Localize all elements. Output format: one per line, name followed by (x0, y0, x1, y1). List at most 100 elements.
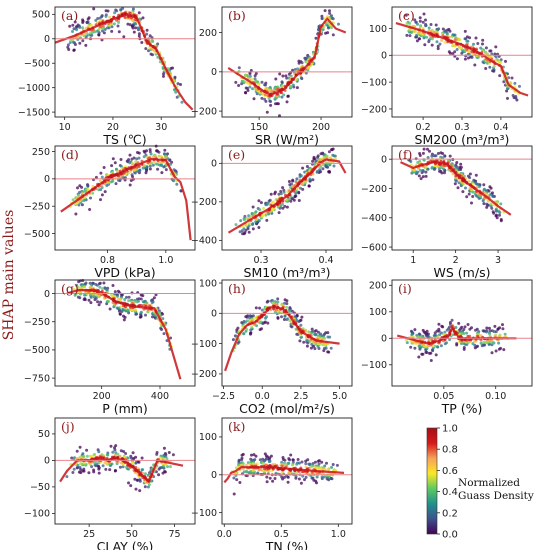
scatter-point (232, 492, 236, 496)
scatter-point (71, 471, 75, 474)
scatter-point (441, 152, 445, 155)
scatter-point (421, 168, 425, 172)
scatter-point (405, 33, 409, 37)
scatter-point (101, 29, 104, 33)
scatter-point (491, 210, 495, 214)
scatter-point (144, 472, 147, 476)
scatter-point (102, 281, 106, 285)
panel-label: (h) (228, 281, 246, 296)
scatter-point (82, 467, 86, 471)
high-density-core (60, 157, 192, 241)
scatter-point (237, 84, 241, 87)
panel-j: 50 0 −50 −100 25 50 75 CLAY (%) (j) (24, 417, 196, 550)
x-tick-label: 0.10 (485, 391, 506, 402)
scatter-point (448, 29, 452, 33)
y-tick-label: 0 (381, 334, 387, 345)
scatter-point (294, 78, 298, 82)
x-tick-label: 1 (410, 255, 416, 266)
scatter-point (325, 461, 328, 465)
density-scatter-cloud (234, 9, 340, 118)
axes-frame (391, 145, 533, 251)
scatter-point (252, 453, 256, 457)
scatter-point (265, 300, 269, 304)
scatter-point (83, 297, 87, 301)
scatter-point (123, 298, 127, 301)
x-tick-label: 30 (155, 122, 167, 133)
scatter-point (418, 19, 422, 23)
scatter-point (514, 94, 518, 98)
scatter-point (123, 15, 127, 19)
scatter-point (325, 15, 329, 19)
scatter-point (425, 351, 429, 354)
y-tick-label: −500 (24, 229, 50, 240)
scatter-point (155, 452, 159, 456)
y-tick-label: 0 (381, 154, 387, 165)
scatter-point (176, 82, 180, 86)
scatter-point (466, 323, 470, 326)
y-tick-label: 0 (381, 51, 387, 62)
scatter-point (278, 72, 282, 76)
x-tick-label: 0.0 (217, 529, 232, 540)
scatter-point (99, 300, 103, 304)
scatter-point (239, 219, 243, 223)
scatter-point (286, 317, 290, 321)
scatter-point (116, 452, 120, 456)
scatter-point (258, 328, 262, 332)
scatter-point (154, 314, 158, 318)
scatter-point (89, 23, 93, 27)
scatter-point (497, 341, 501, 345)
scatter-point (435, 40, 439, 44)
scatter-point (250, 212, 254, 216)
y-tick-label: 500 (32, 10, 50, 21)
scatter-point (287, 72, 291, 76)
scatter-point (89, 196, 92, 200)
scatter-point (323, 9, 327, 13)
scatter-point (75, 28, 79, 32)
y-tick-label: −600 (361, 242, 387, 253)
scatter-point (98, 179, 102, 183)
scatter-point (106, 453, 109, 457)
scatter-point (128, 183, 132, 187)
scatter-point (322, 155, 326, 159)
scatter-point (140, 456, 144, 460)
scatter-point (126, 22, 130, 26)
scatter-point (242, 332, 246, 336)
scatter-point (465, 39, 469, 43)
scatter-point (309, 465, 313, 469)
scatter-point (419, 177, 423, 181)
scatter-point (263, 97, 267, 101)
scatter-point (285, 205, 289, 209)
scatter-point (285, 100, 289, 104)
scatter-point (290, 309, 294, 313)
scatter-point (504, 59, 507, 63)
scatter-point (130, 157, 134, 161)
scatter-point (296, 333, 300, 336)
scatter-point (97, 188, 101, 192)
scatter-point (311, 462, 315, 465)
scatter-point (104, 467, 108, 471)
scatter-point (307, 184, 311, 188)
scatter-point (244, 469, 248, 473)
high-density-core (227, 158, 347, 234)
scatter-point (71, 198, 75, 202)
colorbar-title: Normalized (458, 477, 520, 489)
scatter-point (455, 161, 459, 164)
scatter-point (496, 327, 500, 331)
scatter-point (323, 336, 327, 340)
scatter-point (426, 147, 429, 151)
x-axis-label: P (mm) (102, 401, 148, 416)
y-tick-label: −100 (191, 508, 217, 519)
x-tick-label: 1.0 (331, 529, 346, 540)
scatter-point (468, 172, 472, 176)
scatter-point (440, 38, 444, 42)
scatter-point (140, 468, 144, 472)
scatter-point (157, 473, 161, 477)
y-tick-label: 200 (199, 28, 217, 39)
scatter-point (417, 355, 421, 359)
scatter-point (131, 162, 135, 166)
scatter-point (111, 450, 115, 454)
scatter-point (76, 466, 80, 469)
scatter-point (117, 30, 121, 34)
colorbar-title: Guass Density (458, 490, 534, 502)
